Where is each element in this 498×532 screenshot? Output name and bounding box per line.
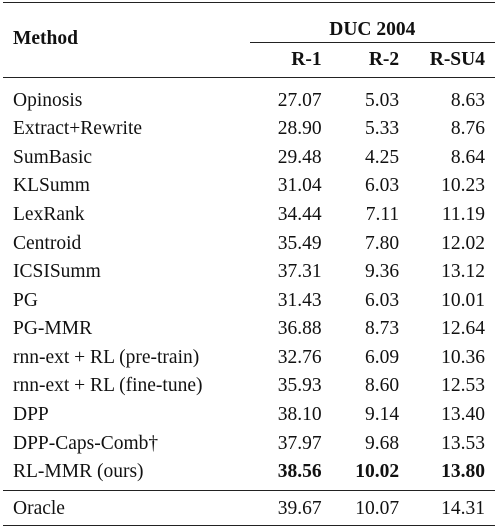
table-row: RL-MMR (ours) 38.56 10.02 13.80 xyxy=(3,458,495,491)
method-cell: LexRank xyxy=(13,203,85,225)
table-row-oracle: Oracle 39.67 10.07 14.31 xyxy=(3,490,495,526)
table-row: rnn-ext + RL (fine-tune) 35.93 8.60 12.53 xyxy=(3,372,495,401)
r1-cell: 39.67 xyxy=(249,490,322,526)
method-cell: KLSumm xyxy=(13,175,90,197)
method-cell: Opinosis xyxy=(3,76,250,115)
table-row: Opinosis 27.07 5.03 8.63 xyxy=(3,76,495,115)
table-row: DPP 38.10 9.14 13.40 xyxy=(3,401,495,430)
header-row-top: Method DUC 2004 xyxy=(3,2,495,78)
method-cell: PG xyxy=(13,289,38,311)
rsu4-cell: 8.76 xyxy=(450,118,485,140)
table-row: Centroid 35.49 7.80 12.02 xyxy=(3,229,495,258)
method-cell: Centroid xyxy=(13,232,82,254)
r2-cell: 9.14 xyxy=(365,404,400,426)
rsu4-cell: 13.80 xyxy=(441,461,485,483)
rsu4-cell: 8.64 xyxy=(450,146,485,168)
r2-cell: 6.03 xyxy=(365,175,400,197)
dataset-header: DUC 2004 xyxy=(249,2,495,43)
method-cell: DPP xyxy=(13,404,49,426)
r1-cell: 35.49 xyxy=(277,232,322,254)
r2-cell: 4.25 xyxy=(365,146,400,168)
r1-cell: 37.31 xyxy=(277,261,322,283)
table-row: DPP-Caps-Comb† 37.97 9.68 13.53 xyxy=(3,429,495,458)
r1-cell: 38.10 xyxy=(277,404,322,426)
rsu4-cell: 10.23 xyxy=(441,175,485,197)
header-row-metrics: R-1 R-2 R-SU4 xyxy=(3,42,495,78)
r1-cell: 28.90 xyxy=(277,118,322,140)
method-cell: Extract+Rewrite xyxy=(13,118,143,140)
r1-cell: 36.88 xyxy=(277,318,322,340)
rsu4-cell: 12.53 xyxy=(441,375,485,397)
rsu4-cell: 10.01 xyxy=(441,289,485,311)
table-body: Opinosis 27.07 5.03 8.63 Extract+Rewrite 28.9… xyxy=(3,76,495,491)
rsu4-cell: 14.31 xyxy=(399,490,495,526)
rsu4-cell: 12.64 xyxy=(441,318,485,340)
method-cell: rnn-ext + RL (fine-tune) xyxy=(13,375,203,397)
oracle-body: Oracle 39.67 10.07 14.31 xyxy=(3,490,495,526)
rsu4-cell: 10.36 xyxy=(441,346,485,368)
r1-cell: 27.07 xyxy=(249,76,322,115)
rsu4-cell: 8.63 xyxy=(399,76,495,115)
col-header-rsu4: R-SU4 xyxy=(399,42,495,78)
method-header: Method xyxy=(3,2,250,78)
r2-cell: 8.60 xyxy=(365,375,400,397)
r2-cell: 7.80 xyxy=(365,232,400,254)
table-row: PG-MMR 36.88 8.73 12.64 xyxy=(3,315,495,344)
method-cell: DPP-Caps-Comb† xyxy=(13,432,159,454)
method-cell: ICSISumm xyxy=(13,261,101,283)
r2-cell: 8.73 xyxy=(365,318,400,340)
table-row: PG 31.43 6.03 10.01 xyxy=(3,286,495,315)
method-cell: RL-MMR (ours) xyxy=(13,461,144,483)
table-row: LexRank 34.44 7.11 11.19 xyxy=(3,200,495,229)
results-table: Method DUC 2004 R-1 R-2 R-SU4 Opinosis 27… xyxy=(3,2,495,526)
rsu4-cell: 12.02 xyxy=(441,232,485,254)
r2-cell: 6.03 xyxy=(365,289,400,311)
r2-cell: 7.11 xyxy=(365,203,400,225)
rsu4-cell: 13.40 xyxy=(441,404,485,426)
r1-cell: 31.43 xyxy=(277,289,322,311)
r2-cell: 10.02 xyxy=(355,461,400,483)
r2-cell: 9.36 xyxy=(365,261,400,283)
r1-cell: 32.76 xyxy=(277,346,322,368)
dataset-header-label: DUC 2004 xyxy=(329,18,416,40)
r1-cell: 37.97 xyxy=(277,432,322,454)
r1-cell: 34.44 xyxy=(277,203,322,225)
rsu4-cell: 13.53 xyxy=(441,432,485,454)
r2-cell: 5.03 xyxy=(321,76,400,115)
r1-cell: 31.04 xyxy=(277,175,322,197)
rsu4-cell: 13.12 xyxy=(441,261,485,283)
r1-cell: 35.93 xyxy=(277,375,322,397)
method-cell: PG-MMR xyxy=(13,318,93,340)
col-header-r2: R-2 xyxy=(321,42,400,78)
col-header-r1: R-1 xyxy=(249,42,322,78)
table-row: Extract+Rewrite 28.90 5.33 8.76 xyxy=(3,115,495,144)
r2-cell: 9.68 xyxy=(365,432,400,454)
table-row: rnn-ext + RL (pre-train) 32.76 6.09 10.36 xyxy=(3,343,495,372)
rsu4-cell: 11.19 xyxy=(441,203,485,225)
r2-cell: 6.09 xyxy=(365,346,400,368)
table-row: SumBasic 29.48 4.25 8.64 xyxy=(3,143,495,172)
method-cell: rnn-ext + RL (pre-train) xyxy=(13,346,200,368)
r2-cell: 5.33 xyxy=(365,118,400,140)
method-cell: Oracle xyxy=(3,490,250,526)
method-cell: SumBasic xyxy=(13,146,93,168)
table-row: KLSumm 31.04 6.03 10.23 xyxy=(3,172,495,201)
r2-cell: 10.07 xyxy=(321,490,400,526)
r1-cell: 29.48 xyxy=(277,146,322,168)
table-row: ICSISumm 37.31 9.36 13.12 xyxy=(3,258,495,287)
r1-cell: 38.56 xyxy=(277,461,322,483)
